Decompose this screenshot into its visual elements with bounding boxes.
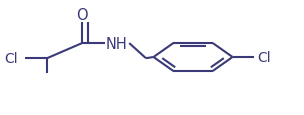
Text: O: O <box>76 7 88 22</box>
Text: Cl: Cl <box>258 51 271 64</box>
Text: Cl: Cl <box>5 52 18 66</box>
Text: NH: NH <box>105 36 127 51</box>
